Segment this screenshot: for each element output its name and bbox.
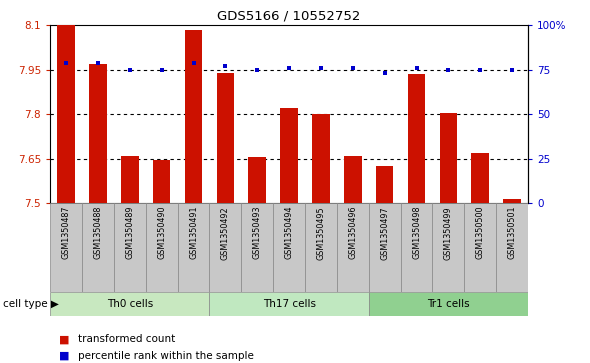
Bar: [440, 113, 457, 203]
Bar: [146, 203, 178, 292]
Bar: [57, 25, 75, 203]
Bar: [369, 292, 528, 316]
Bar: [401, 203, 432, 292]
Bar: [337, 203, 369, 292]
Bar: [50, 292, 209, 316]
Text: GSM1350494: GSM1350494: [284, 206, 294, 260]
Point: [157, 67, 166, 73]
Point: [348, 65, 358, 71]
Text: ■: ■: [59, 334, 70, 344]
Point: [380, 70, 389, 76]
Bar: [82, 203, 114, 292]
Title: GDS5166 / 10552752: GDS5166 / 10552752: [217, 10, 361, 23]
Text: transformed count: transformed count: [78, 334, 175, 344]
Bar: [178, 203, 209, 292]
Bar: [432, 203, 464, 292]
Bar: [209, 292, 369, 316]
Text: Th17 cells: Th17 cells: [263, 299, 316, 309]
Point: [221, 64, 230, 69]
Text: GSM1350487: GSM1350487: [61, 206, 71, 260]
Text: Th0 cells: Th0 cells: [107, 299, 153, 309]
Bar: [496, 203, 528, 292]
Bar: [209, 203, 241, 292]
Bar: [312, 114, 330, 203]
Text: GSM1350495: GSM1350495: [316, 206, 326, 260]
Text: GSM1350499: GSM1350499: [444, 206, 453, 260]
Text: percentile rank within the sample: percentile rank within the sample: [78, 351, 254, 361]
Point: [507, 67, 517, 73]
Bar: [153, 160, 171, 203]
Bar: [464, 203, 496, 292]
Bar: [114, 203, 146, 292]
Bar: [280, 109, 298, 203]
Text: Tr1 cells: Tr1 cells: [427, 299, 470, 309]
Text: GSM1350489: GSM1350489: [125, 206, 135, 260]
Text: GSM1350500: GSM1350500: [476, 206, 485, 260]
Text: ■: ■: [59, 351, 70, 361]
Point: [476, 67, 485, 73]
Text: GSM1350490: GSM1350490: [157, 206, 166, 260]
Point: [125, 67, 135, 73]
Text: GSM1350501: GSM1350501: [507, 206, 517, 260]
Bar: [376, 166, 394, 203]
Text: GSM1350496: GSM1350496: [348, 206, 358, 260]
Text: cell type ▶: cell type ▶: [3, 299, 59, 309]
Point: [189, 60, 198, 66]
Bar: [185, 30, 202, 203]
Bar: [241, 203, 273, 292]
Point: [412, 65, 421, 71]
Text: GSM1350491: GSM1350491: [189, 206, 198, 260]
Point: [253, 67, 262, 73]
Bar: [217, 73, 234, 203]
Bar: [305, 203, 337, 292]
Point: [93, 60, 103, 66]
Point: [444, 67, 453, 73]
Bar: [344, 156, 362, 203]
Bar: [50, 203, 82, 292]
Point: [316, 65, 326, 71]
Point: [284, 65, 294, 71]
Bar: [369, 203, 401, 292]
Text: GSM1350492: GSM1350492: [221, 206, 230, 260]
Bar: [471, 153, 489, 203]
Point: [61, 60, 71, 66]
Bar: [121, 156, 139, 203]
Text: GSM1350488: GSM1350488: [93, 206, 103, 259]
Bar: [89, 64, 107, 203]
Text: GSM1350493: GSM1350493: [253, 206, 262, 260]
Text: GSM1350497: GSM1350497: [380, 206, 389, 260]
Bar: [503, 199, 521, 203]
Bar: [273, 203, 305, 292]
Text: GSM1350498: GSM1350498: [412, 206, 421, 260]
Bar: [248, 157, 266, 203]
Bar: [408, 74, 425, 203]
